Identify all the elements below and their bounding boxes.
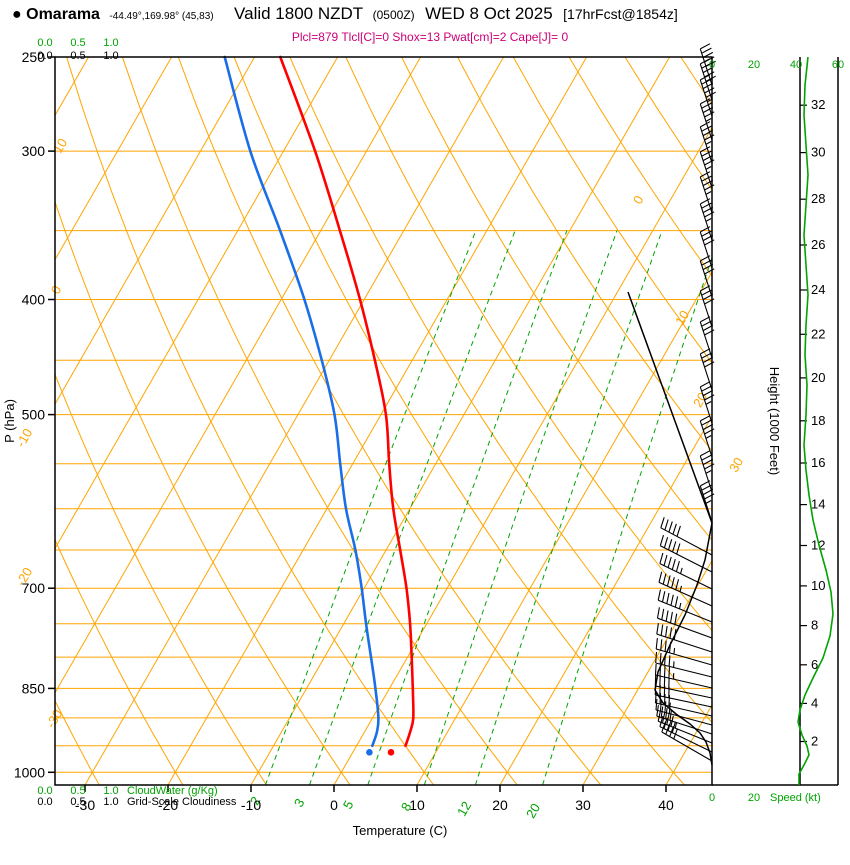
svg-text:1.0: 1.0 — [103, 796, 118, 808]
surface-dewpoint-dot — [366, 749, 373, 756]
svg-text:18: 18 — [811, 413, 825, 428]
surface-temp-dot — [388, 749, 395, 756]
station-coords: -44.49°,169.98° (45,83) — [109, 11, 213, 22]
svg-text:700: 700 — [22, 580, 46, 596]
svg-text:40: 40 — [790, 59, 802, 71]
svg-text:P (hPa): P (hPa) — [2, 399, 17, 443]
svg-text:22: 22 — [811, 326, 825, 341]
svg-text:24: 24 — [811, 282, 825, 297]
bullet-icon: ● — [12, 6, 22, 23]
svg-text:2: 2 — [811, 734, 818, 749]
svg-text:20: 20 — [523, 801, 543, 821]
svg-text:0.0: 0.0 — [37, 50, 52, 62]
svg-text:-30: -30 — [43, 707, 65, 731]
station-name: ● Omarama — [12, 6, 100, 23]
svg-text:20: 20 — [748, 59, 760, 71]
svg-text:4: 4 — [811, 695, 818, 710]
svg-text:28: 28 — [811, 191, 825, 206]
svg-text:26: 26 — [811, 237, 825, 252]
svg-text:32: 32 — [811, 97, 825, 112]
station-label: Omarama — [26, 6, 100, 23]
svg-text:0.5: 0.5 — [70, 796, 85, 808]
valid-date: WED 8 Oct 2025 — [425, 4, 553, 23]
svg-text:20: 20 — [492, 797, 508, 813]
svg-text:Grid-Scale Cloudiness: Grid-Scale Cloudiness — [127, 796, 237, 808]
svg-text:Temperature (C): Temperature (C) — [353, 823, 448, 838]
valid-utc: (0500Z) — [373, 8, 415, 22]
svg-text:40: 40 — [658, 797, 674, 813]
svg-text:0.5: 0.5 — [70, 37, 85, 49]
svg-text:30: 30 — [726, 455, 746, 475]
svg-text:300: 300 — [22, 143, 46, 159]
svg-text:500: 500 — [22, 407, 46, 423]
svg-text:1.0: 1.0 — [103, 50, 118, 62]
svg-text:10: 10 — [409, 797, 425, 813]
forecast-info: [17hrFcst@1854z] — [563, 6, 678, 22]
svg-text:0.5: 0.5 — [70, 50, 85, 62]
svg-text:400: 400 — [22, 291, 46, 307]
valid-time: Valid 1800 NZDT — [234, 4, 363, 23]
svg-text:0: 0 — [709, 59, 715, 71]
svg-text:5: 5 — [340, 798, 357, 812]
svg-text:0: 0 — [48, 283, 65, 297]
gridlines — [0, 57, 850, 785]
svg-text:Speed (kt): Speed (kt) — [770, 792, 821, 804]
svg-text:0.0: 0.0 — [37, 796, 52, 808]
svg-text:10: 10 — [50, 136, 70, 156]
svg-text:12: 12 — [454, 799, 474, 819]
svg-text:850: 850 — [22, 680, 46, 696]
title-bar: ● Omarama -44.49°,169.98° (45,83) Valid … — [12, 4, 678, 24]
svg-text:8: 8 — [811, 618, 818, 633]
svg-text:60: 60 — [832, 59, 844, 71]
svg-text:-10: -10 — [241, 797, 261, 813]
svg-text:10: 10 — [811, 578, 825, 593]
svg-text:0.0: 0.0 — [37, 37, 52, 49]
svg-text:0: 0 — [330, 797, 338, 813]
cloudwater-scale: 0.00.00.00.00.50.50.50.51.01.01.01.0Clou… — [37, 37, 237, 808]
plot-border — [55, 57, 838, 785]
svg-text:0: 0 — [709, 792, 715, 804]
temperature-curve — [280, 57, 413, 746]
svg-text:30: 30 — [811, 145, 825, 160]
svg-text:14: 14 — [811, 497, 825, 512]
svg-text:0: 0 — [630, 193, 647, 207]
stability-indices: Plcl=879 Tlcl[C]=0 Shox=13 Pwat[cm]=2 Ca… — [100, 30, 760, 44]
svg-text:3: 3 — [291, 796, 308, 810]
svg-text:1000: 1000 — [14, 764, 45, 780]
svg-text:Height (1000 Feet): Height (1000 Feet) — [767, 367, 782, 475]
svg-text:20: 20 — [748, 792, 760, 804]
svg-text:16: 16 — [811, 455, 825, 470]
dewpoint-curve — [225, 57, 379, 746]
svg-text:20: 20 — [811, 370, 825, 385]
svg-text:30: 30 — [575, 797, 591, 813]
